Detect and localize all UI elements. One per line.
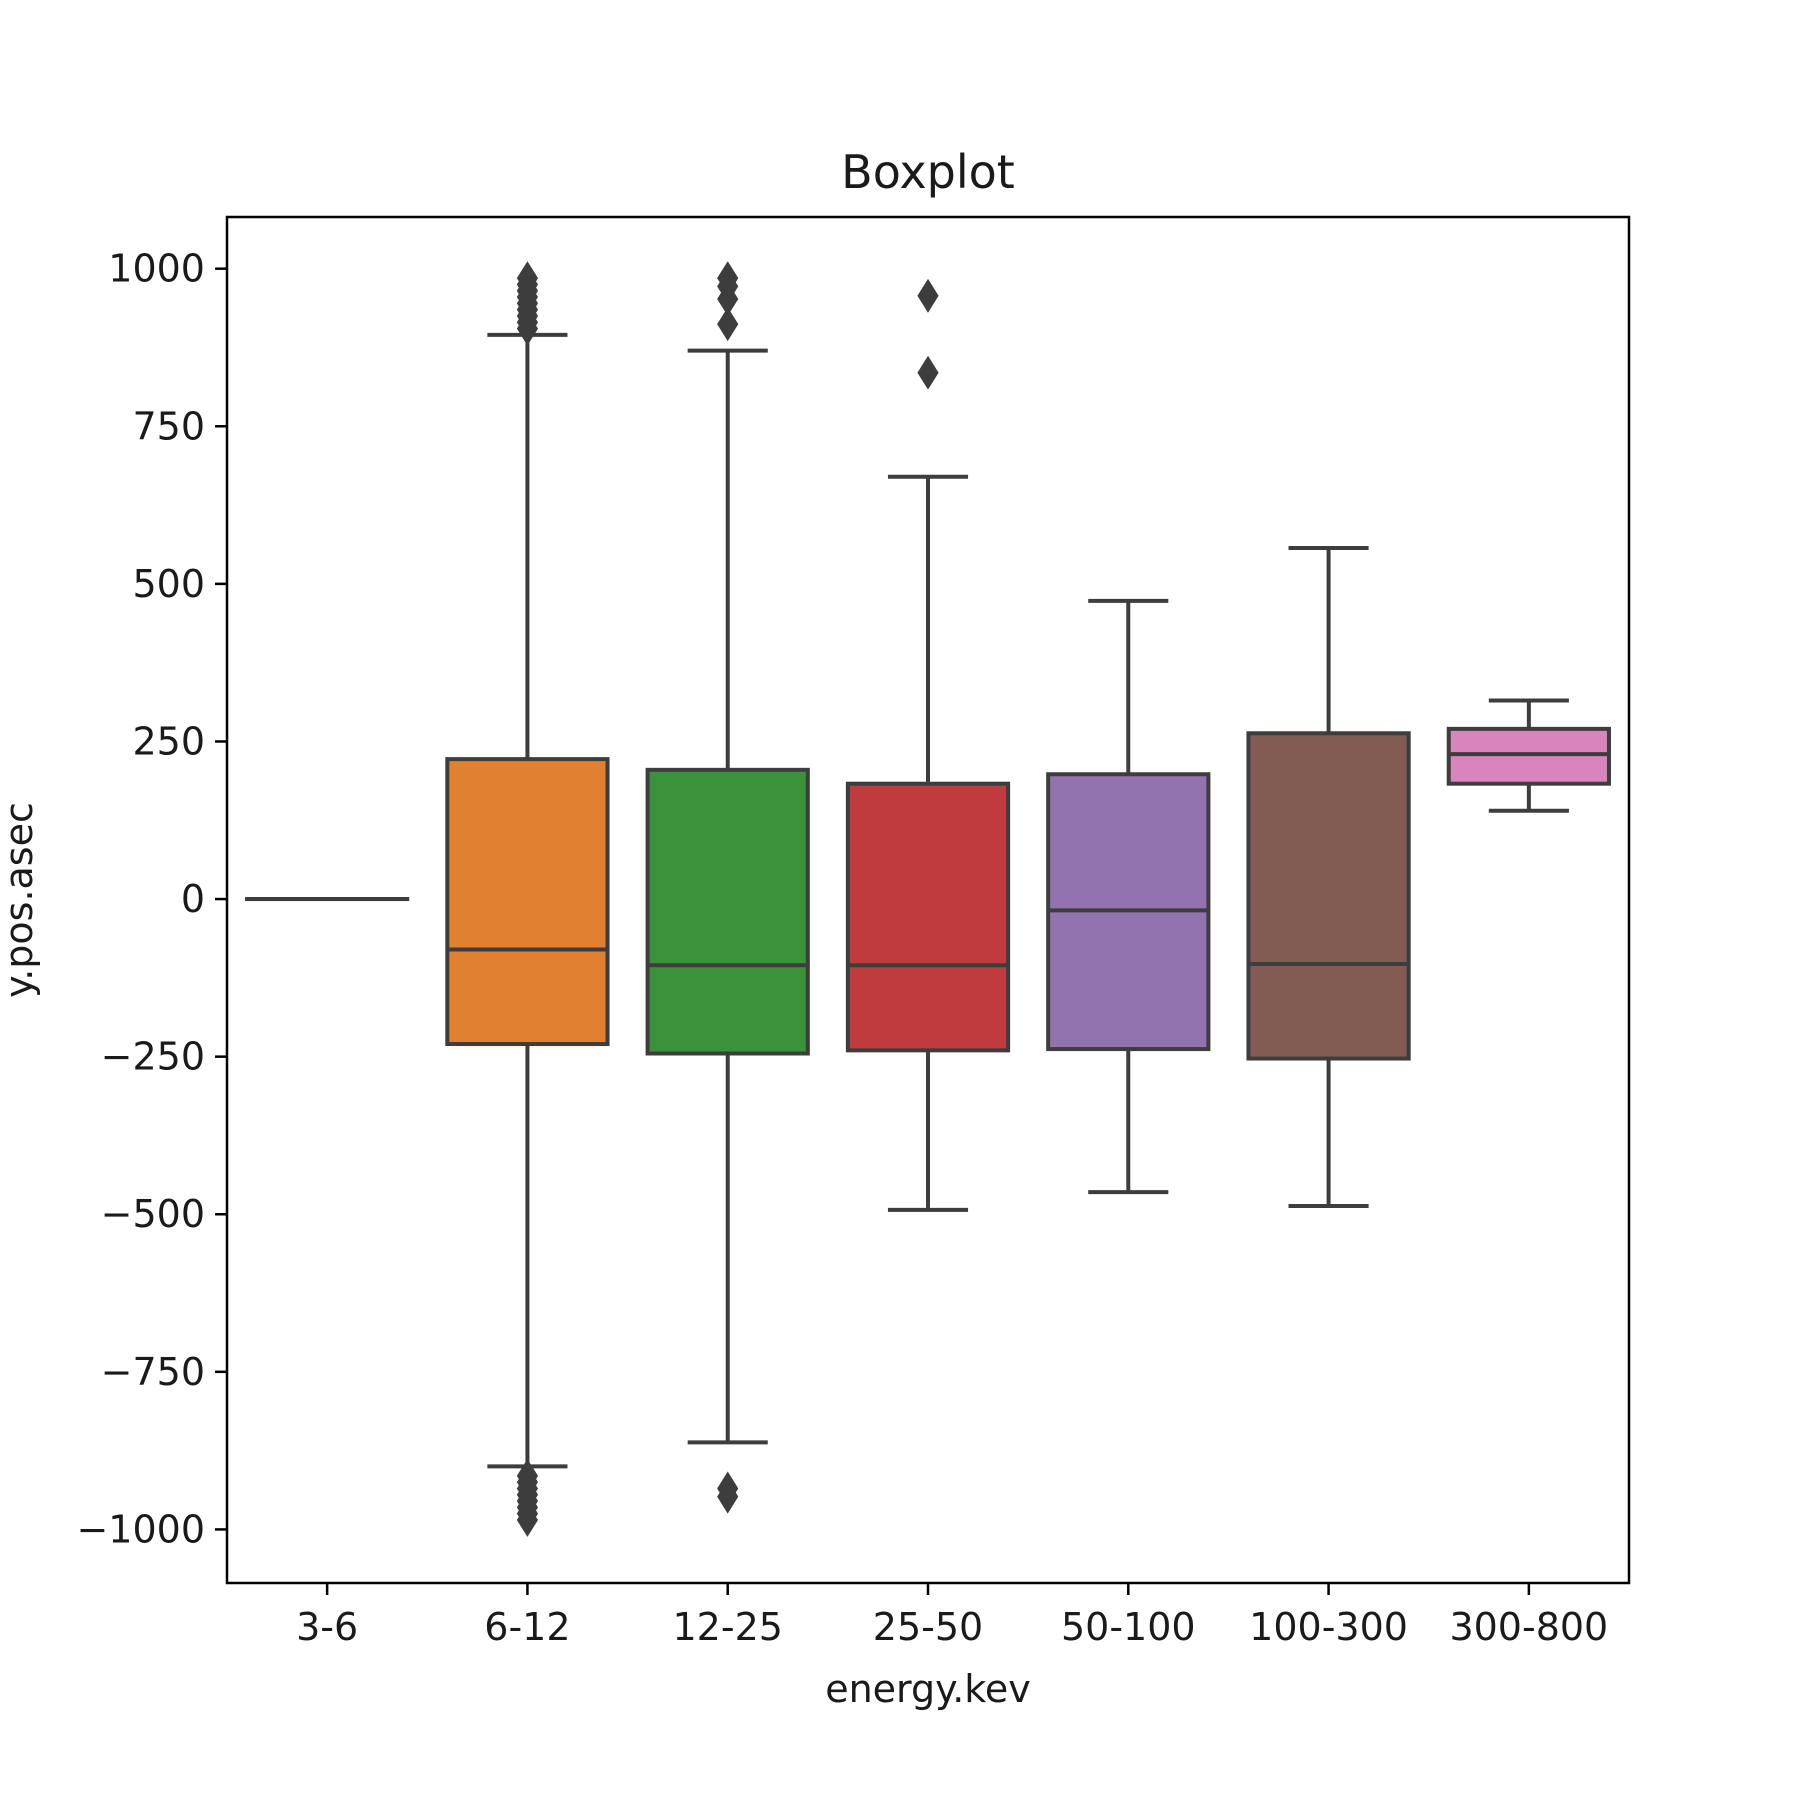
box-group-50-100 — [1046, 598, 1211, 1195]
y-tick-label: 0 — [181, 877, 205, 921]
x-tick-label: 12-25 — [673, 1605, 783, 1649]
y-tick-label: 500 — [132, 562, 205, 606]
outlier-point — [516, 261, 539, 296]
box-12-25 — [645, 767, 810, 1056]
x-tick-label: 300-800 — [1449, 1605, 1608, 1649]
y-tick-label: 250 — [132, 719, 205, 763]
box-6-12 — [445, 757, 610, 1047]
outlier-point — [717, 1479, 739, 1514]
box-300-800 — [1446, 726, 1611, 786]
outlier-point — [917, 278, 939, 313]
y-tick-label: 750 — [132, 404, 205, 448]
y-tick-label: 1000 — [108, 247, 205, 291]
y-axis-title: y.pos.asec — [0, 802, 41, 998]
x-axis: 3-6 6-12 12-25 25-50 50-100 100-300 300-800 — [296, 1583, 1608, 1649]
outlier-point — [717, 261, 739, 296]
box-25-50 — [845, 781, 1011, 1053]
y-tick-label: −750 — [101, 1350, 205, 1394]
box-group-300-800 — [1446, 698, 1611, 813]
outlier-point — [917, 355, 939, 390]
x-tick-label: 25-50 — [873, 1605, 983, 1649]
chart-title: Boxplot — [841, 145, 1015, 199]
x-axis-title: energy.kev — [825, 1667, 1031, 1711]
outlier-point — [516, 1503, 539, 1537]
x-tick-label: 100-300 — [1249, 1605, 1408, 1649]
box-group-25-50 — [845, 278, 1011, 1212]
x-tick-label: 50-100 — [1061, 1605, 1196, 1649]
plot-area — [245, 261, 1611, 1537]
box-group-6-12 — [445, 261, 610, 1537]
y-tick-label: −1000 — [76, 1507, 205, 1551]
box-group-12-25 — [645, 261, 810, 1514]
y-tick-label: −250 — [101, 1035, 205, 1079]
y-axis: −1000 −750 −500 −250 0 250 500 750 1000 — [76, 247, 227, 1551]
box-group-100-300 — [1246, 545, 1411, 1209]
y-tick-label: −500 — [101, 1192, 205, 1236]
outlier-point — [717, 307, 739, 342]
box-100-300 — [1246, 731, 1411, 1061]
x-tick-label: 6-12 — [484, 1605, 570, 1649]
x-tick-label: 3-6 — [296, 1605, 358, 1649]
